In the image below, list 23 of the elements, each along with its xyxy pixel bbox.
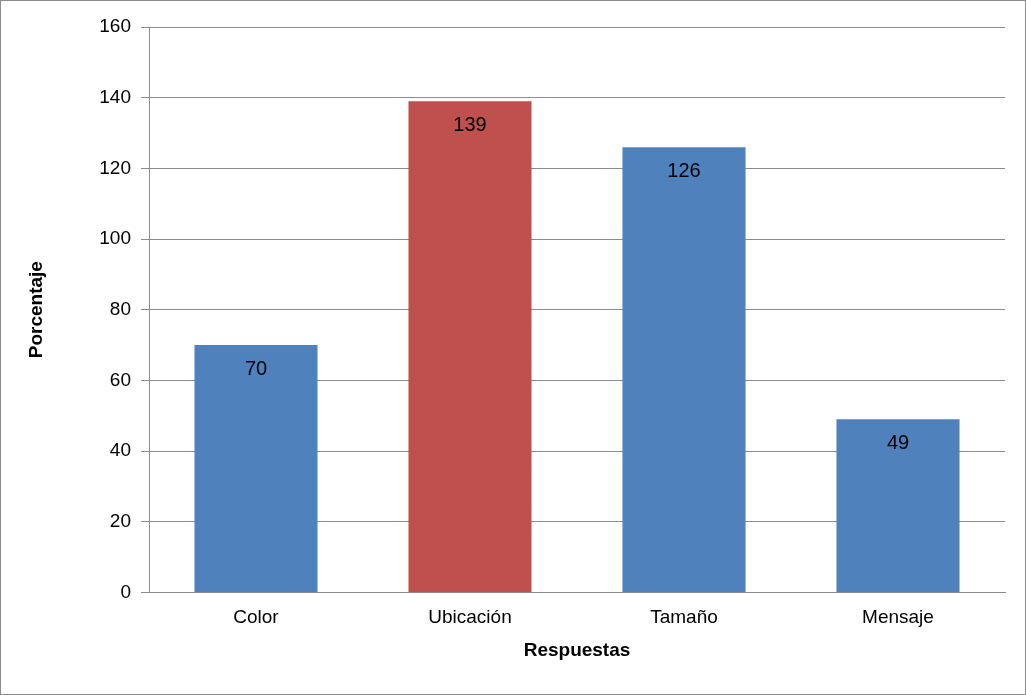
y-axis-title: Porcentaje — [24, 261, 46, 359]
x-tick-label: Tamaño — [650, 606, 718, 628]
y-tick-label: 80 — [109, 297, 131, 319]
bar — [622, 147, 746, 592]
y-tick-label: 100 — [99, 227, 131, 249]
y-tick-label: 20 — [109, 509, 131, 531]
y-tick-label: 140 — [99, 85, 131, 107]
bar — [194, 345, 318, 592]
x-tick-label: Color — [233, 606, 280, 628]
y-tick-label: 40 — [109, 439, 131, 461]
bar — [836, 419, 960, 592]
y-tick-label: 60 — [109, 368, 131, 390]
data-label: 126 — [667, 158, 701, 181]
y-tick-label: 120 — [99, 156, 131, 178]
data-label: 139 — [453, 112, 487, 135]
data-label: 70 — [244, 356, 268, 379]
x-axis-title: Respuestas — [523, 638, 631, 660]
bar — [408, 101, 532, 592]
y-tick-label: 0 — [120, 580, 131, 602]
data-label: 49 — [886, 430, 910, 453]
x-tick-label: Ubicación — [428, 606, 512, 628]
x-tick-label: Mensaje — [862, 606, 934, 628]
y-tick-label: 160 — [99, 15, 131, 37]
